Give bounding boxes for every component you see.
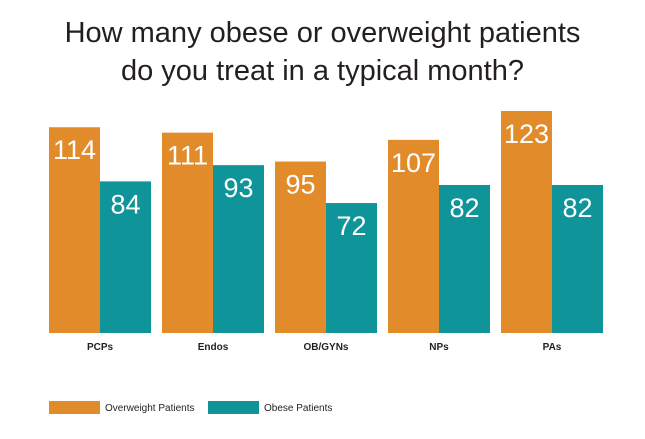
- legend-swatch-obese: [208, 401, 259, 414]
- bar-obese-endos: [213, 165, 264, 333]
- value-label-overweight-pcps: 114: [53, 135, 96, 165]
- bar-obese-pcps: [100, 181, 151, 333]
- value-label-overweight-endos: 111: [167, 141, 208, 171]
- value-label-obese-nps: 82: [449, 193, 479, 223]
- category-label-nps: NPs: [429, 342, 449, 353]
- bar-overweight-nps: [388, 139, 439, 333]
- bar-overweight-ob-gyns: [275, 161, 326, 333]
- legend-label-overweight: Overweight Patients: [105, 403, 195, 414]
- value-label-overweight-nps: 107: [391, 148, 436, 178]
- bar-overweight-endos: [162, 132, 213, 333]
- category-label-ob-gyns: OB/GYNs: [303, 342, 348, 353]
- legend-swatch-overweight: [49, 401, 100, 414]
- bar-overweight-pas: [501, 111, 552, 333]
- legend-label-obese: Obese Patients: [264, 403, 332, 414]
- bar-obese-pas: [552, 185, 603, 333]
- bar-obese-ob-gyns: [326, 203, 377, 333]
- chart-title: How many obese or overweight patients do…: [0, 14, 645, 90]
- category-label-pas: PAs: [543, 342, 562, 353]
- category-label-pcps: PCPs: [87, 342, 114, 353]
- value-label-overweight-ob-gyns: 95: [285, 170, 315, 200]
- chart-title-line-1: How many obese or overweight patients: [64, 17, 581, 49]
- bar-overweight-pcps: [49, 127, 100, 334]
- value-label-obese-ob-gyns: 72: [336, 211, 366, 241]
- category-label-endos: Endos: [198, 342, 229, 353]
- value-label-obese-pas: 82: [562, 193, 592, 223]
- value-label-obese-endos: 93: [223, 173, 253, 203]
- chart-title-line-2: do you treat in a typical month?: [120, 55, 524, 87]
- value-label-overweight-pas: 123: [504, 119, 549, 149]
- bar-obese-nps: [439, 185, 490, 333]
- value-label-obese-pcps: 84: [110, 189, 140, 219]
